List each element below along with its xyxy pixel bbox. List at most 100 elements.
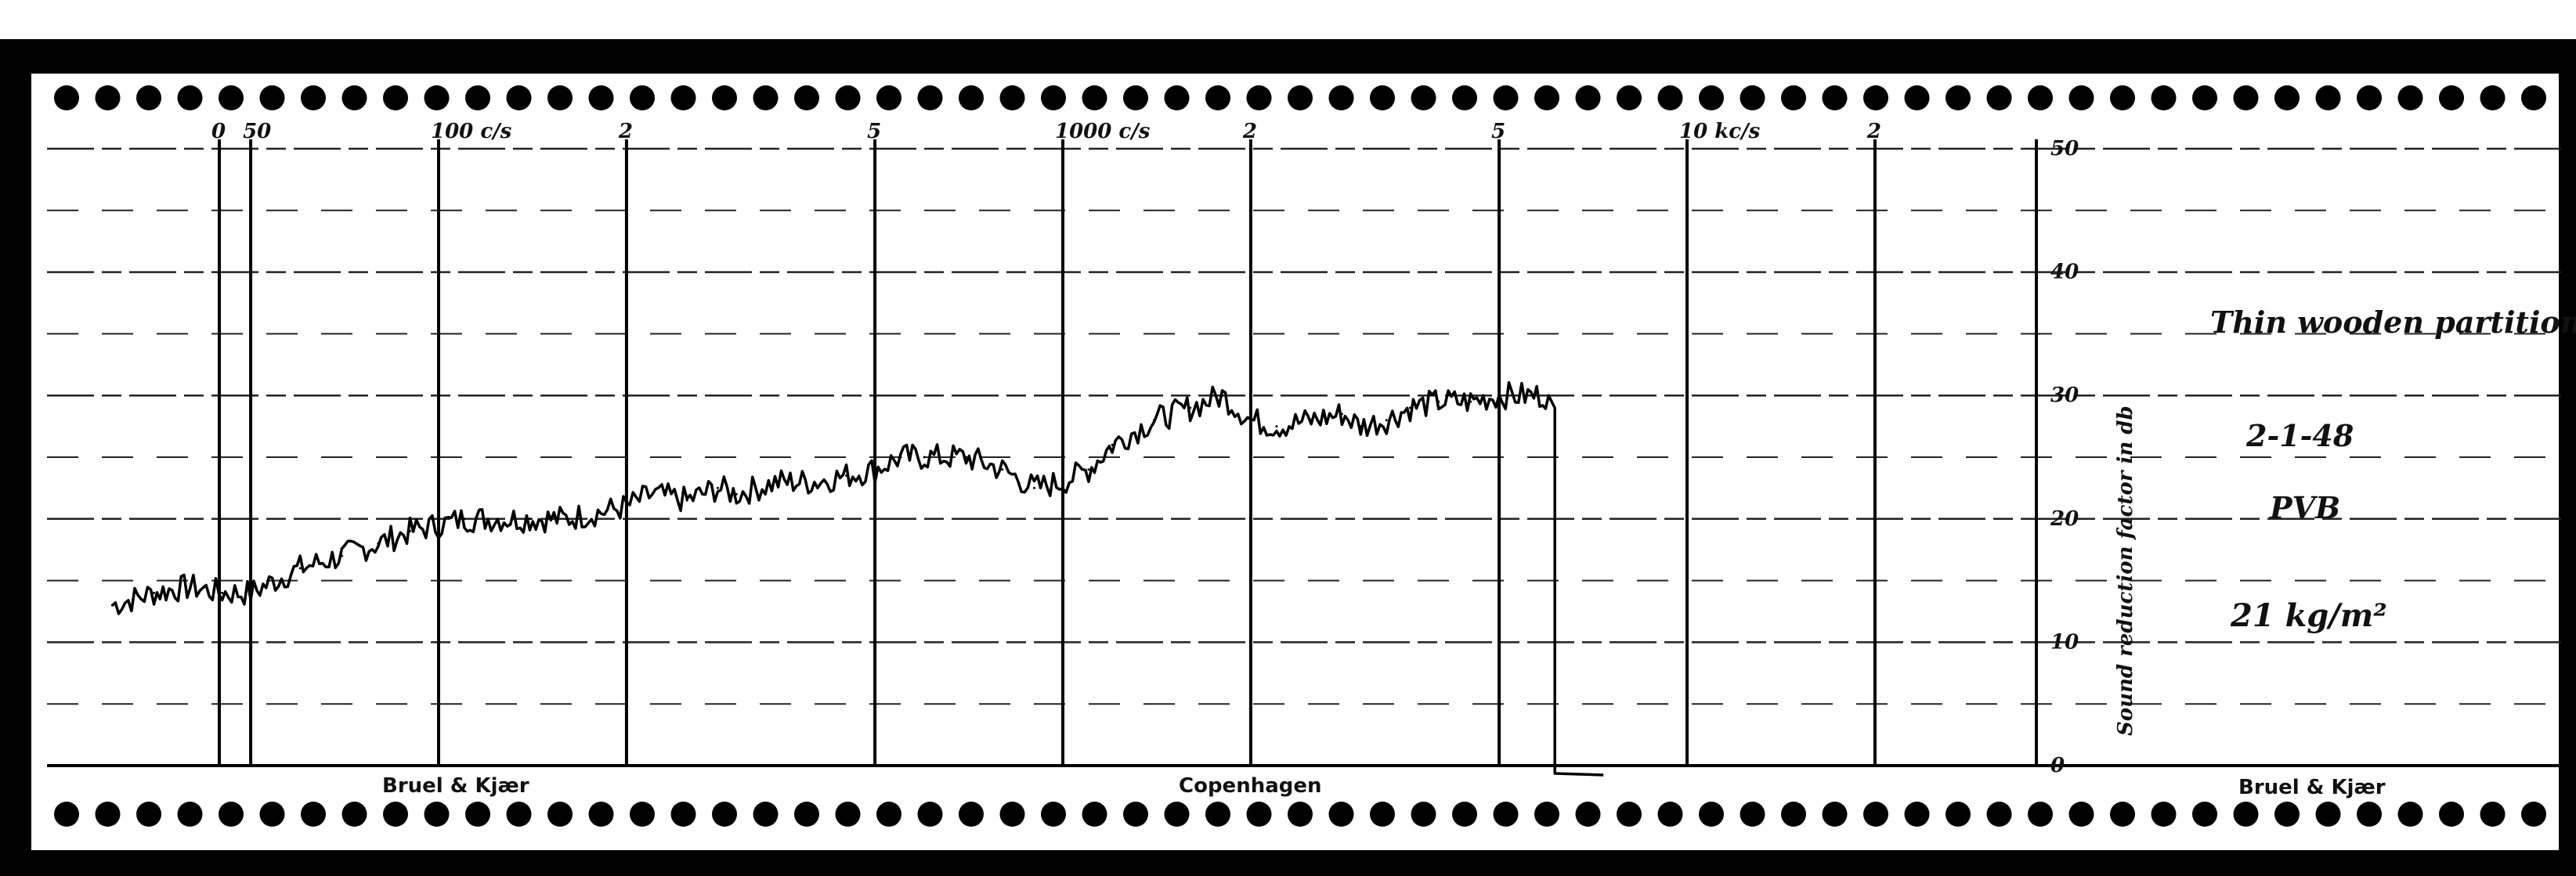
sprocket-hole (1986, 85, 2012, 110)
data-point (1547, 394, 1550, 397)
sprocket-hole (588, 802, 614, 827)
sprocket-hole (2028, 802, 2053, 827)
data-point (1061, 481, 1064, 484)
sprocket-hole (1617, 802, 1642, 827)
sprocket-hole (259, 802, 285, 827)
data-point (965, 456, 968, 459)
y-tick-label: 40 (2050, 261, 2079, 284)
sprocket-hole (136, 802, 161, 827)
data-point (1408, 406, 1411, 409)
sprocket-hole (2233, 85, 2259, 110)
sprocket-hole (835, 85, 861, 110)
sprocket-hole (1411, 802, 1436, 827)
sprocket-hole (1740, 85, 1765, 110)
data-point (923, 456, 926, 459)
sprocket-hole (959, 802, 984, 827)
x-tick-label: 2 (1866, 120, 1881, 143)
data-point (777, 481, 780, 484)
sprocket-hole (2480, 85, 2506, 110)
sprocket-hole (1986, 802, 2012, 827)
sprocket-hole (177, 802, 203, 827)
sprocket-hole (506, 85, 532, 110)
sprocket-hole (2192, 85, 2217, 110)
sprocket-hole (2397, 85, 2423, 110)
data-point (1152, 419, 1155, 422)
sprocket-holes-bottom (54, 802, 2576, 827)
sprocket-hole (1370, 802, 1395, 827)
sprocket-hole (2274, 802, 2300, 827)
data-point (845, 474, 848, 478)
sprocket-hole (753, 85, 779, 110)
sprocket-hole (177, 85, 203, 110)
sprocket-hole (917, 802, 943, 827)
data-point (1469, 400, 1472, 403)
data-point (813, 481, 816, 484)
sprocket-hole (259, 85, 285, 110)
sprocket-hole (2439, 802, 2464, 827)
sprocket-hole (1493, 85, 1519, 110)
sprocket-hole (1411, 85, 1436, 110)
data-point (153, 591, 156, 594)
sprocket-hole (959, 85, 984, 110)
brand-label-left: Bruel & Kjær (382, 774, 529, 798)
sprocket-hole (95, 85, 121, 110)
sprocket-hole (1205, 85, 1230, 110)
x-tick-label: 100 c/s (431, 120, 512, 143)
sprocket-hole (2110, 802, 2135, 827)
sprocket-hole (1575, 85, 1601, 110)
sprocket-hole (1904, 802, 1930, 827)
sprocket-hole (2397, 802, 2423, 827)
data-point (1275, 425, 1278, 428)
data-point (1001, 468, 1004, 471)
sprocket-hole (1534, 802, 1559, 827)
sprocket-hole (383, 802, 408, 827)
sprocket-hole (424, 802, 450, 827)
sprocket-hole (588, 85, 614, 110)
sprocket-hole (2521, 85, 2546, 110)
data-point (377, 542, 380, 545)
sprocket-hole (1288, 85, 1313, 110)
x-tick-label: 10 kc/s (1679, 120, 1761, 143)
data-point (1498, 394, 1501, 397)
black-border (0, 39, 2576, 876)
sprocket-hole (1082, 802, 1107, 827)
sprocket-hole (2480, 802, 2506, 827)
sprocket-hole (2439, 85, 2464, 110)
data-point (298, 567, 302, 570)
sprocket-hole (630, 802, 655, 827)
annotation-line-2: 2-1-48 (2245, 418, 2354, 453)
x-tick-label: 5 (867, 120, 881, 143)
sprocket-hole (1493, 802, 1519, 827)
sprocket-hole (835, 802, 861, 827)
data-point (1220, 394, 1223, 397)
x-tick-labels: 0 50 100 c/s 2 5 1000 c/s 2 5 10 kc/s 2 (211, 120, 1881, 143)
x-tick-label: 2 (1242, 120, 1257, 143)
x-tick-label: 5 (1491, 120, 1505, 143)
sprocket-hole (1164, 85, 1190, 110)
sprocket-hole (1370, 85, 1395, 110)
sprocket-hole (630, 85, 655, 110)
data-point (651, 492, 654, 496)
sprocket-hole (2315, 802, 2341, 827)
data-point (110, 604, 114, 607)
data-point (189, 585, 192, 588)
sprocket-hole (794, 85, 819, 110)
sprocket-hole (1740, 802, 1765, 827)
series-line (111, 380, 1604, 777)
sprocket-hole (2274, 85, 2300, 110)
sprocket-hole (999, 802, 1025, 827)
sprocket-hole (1822, 802, 1848, 827)
sprocket-hole (876, 85, 901, 110)
sprocket-hole (2068, 85, 2094, 110)
brand-label-right: Bruel & Kjær (2238, 776, 2386, 799)
sprocket-hole (1082, 85, 1107, 110)
sprocket-hole (301, 802, 326, 827)
data-point (899, 456, 902, 459)
sprocket-hole (1781, 85, 1806, 110)
sprocket-hole (1657, 85, 1683, 110)
sprocket-hole (2192, 802, 2217, 827)
annotation-line-4: 21 kg/m² (2230, 597, 2387, 634)
sprocket-hole (1452, 85, 1477, 110)
